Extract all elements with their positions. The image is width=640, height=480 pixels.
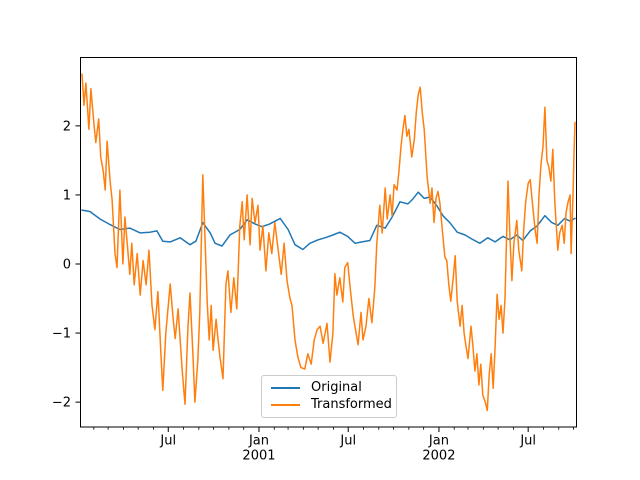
transformed-line xyxy=(81,73,576,412)
y-tick-label: 0 xyxy=(63,258,71,273)
x-tick-label: Jul xyxy=(159,434,176,449)
y-tick-label: 1 xyxy=(63,188,71,203)
x-tick-year-label: 2001 xyxy=(242,449,275,464)
legend-line-transformed xyxy=(271,404,300,407)
x-tick-label: Jul xyxy=(339,434,356,449)
y-tick-label: −1 xyxy=(52,327,71,342)
x-tick-label: Jul xyxy=(519,434,536,449)
x-tick-label: Jan xyxy=(248,434,269,449)
legend-label-transformed: Transformed xyxy=(311,397,392,413)
legend-line-original xyxy=(271,386,300,389)
x-tick-year-label: 2002 xyxy=(422,449,455,464)
axes-spines xyxy=(80,57,577,428)
legend-item-original: Original xyxy=(271,380,387,396)
y-tick-label: −2 xyxy=(52,396,71,411)
y-tick-label: 2 xyxy=(63,119,71,134)
legend: Original Transformed xyxy=(261,375,397,418)
original-line xyxy=(81,191,576,251)
legend-item-transformed: Transformed xyxy=(271,397,392,413)
legend-label-original: Original xyxy=(311,379,362,395)
x-tick-label: Jan xyxy=(428,434,449,449)
